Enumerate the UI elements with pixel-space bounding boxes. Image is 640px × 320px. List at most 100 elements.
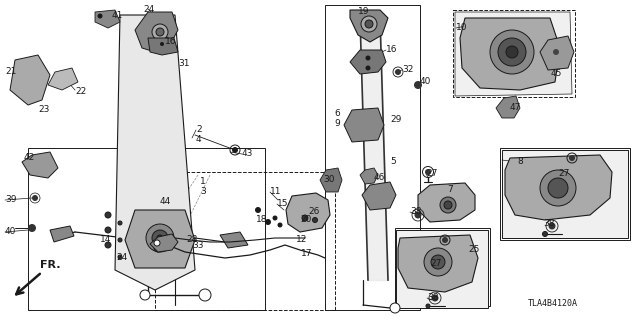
Circle shape bbox=[365, 55, 371, 60]
Circle shape bbox=[435, 259, 441, 265]
Text: 43: 43 bbox=[242, 149, 253, 158]
Circle shape bbox=[569, 155, 575, 161]
Text: 24: 24 bbox=[116, 252, 127, 261]
Text: 38: 38 bbox=[410, 207, 422, 217]
Polygon shape bbox=[398, 235, 478, 292]
Circle shape bbox=[154, 244, 162, 252]
Text: 3: 3 bbox=[200, 188, 205, 196]
Circle shape bbox=[365, 20, 373, 28]
Text: 12: 12 bbox=[296, 236, 307, 244]
Text: 27: 27 bbox=[558, 170, 570, 179]
Circle shape bbox=[431, 294, 438, 301]
Circle shape bbox=[498, 38, 526, 66]
Text: 9: 9 bbox=[334, 119, 340, 129]
Circle shape bbox=[426, 304, 430, 308]
Text: 2: 2 bbox=[196, 125, 202, 134]
Polygon shape bbox=[350, 50, 386, 74]
Circle shape bbox=[425, 169, 431, 175]
Text: 17: 17 bbox=[301, 250, 312, 259]
Circle shape bbox=[105, 227, 111, 233]
Text: 47: 47 bbox=[510, 102, 522, 111]
Text: 16: 16 bbox=[165, 37, 177, 46]
Text: 20: 20 bbox=[300, 215, 312, 225]
Text: 46: 46 bbox=[374, 172, 385, 181]
Circle shape bbox=[553, 49, 559, 55]
Text: 23: 23 bbox=[38, 106, 49, 115]
Circle shape bbox=[431, 255, 445, 269]
Circle shape bbox=[506, 46, 518, 58]
Text: 27: 27 bbox=[430, 260, 442, 268]
Circle shape bbox=[490, 30, 534, 74]
Text: 26: 26 bbox=[308, 207, 319, 217]
Circle shape bbox=[414, 81, 422, 89]
Text: 15: 15 bbox=[277, 199, 289, 209]
Circle shape bbox=[548, 178, 568, 198]
Circle shape bbox=[361, 16, 377, 32]
Circle shape bbox=[97, 13, 102, 19]
Text: 21: 21 bbox=[5, 68, 17, 76]
Bar bbox=[453, 10, 575, 97]
Text: 7: 7 bbox=[447, 186, 452, 195]
Polygon shape bbox=[540, 36, 574, 70]
Text: 39: 39 bbox=[5, 196, 17, 204]
Text: 33: 33 bbox=[192, 241, 204, 250]
Text: 1: 1 bbox=[200, 178, 205, 187]
Bar bbox=[500, 148, 630, 240]
Circle shape bbox=[156, 28, 164, 36]
Circle shape bbox=[32, 195, 38, 201]
Text: 10: 10 bbox=[456, 23, 467, 33]
Circle shape bbox=[395, 69, 401, 75]
Circle shape bbox=[302, 215, 308, 221]
Polygon shape bbox=[148, 38, 178, 55]
Text: 38: 38 bbox=[543, 220, 554, 228]
Circle shape bbox=[232, 147, 238, 153]
Polygon shape bbox=[362, 182, 396, 210]
Bar bbox=[325, 5, 420, 310]
Circle shape bbox=[273, 215, 278, 220]
Text: 31: 31 bbox=[178, 60, 189, 68]
Circle shape bbox=[278, 222, 282, 228]
Bar bbox=[395, 228, 490, 306]
Text: 32: 32 bbox=[402, 66, 413, 75]
Circle shape bbox=[118, 255, 122, 259]
Polygon shape bbox=[505, 155, 612, 220]
Circle shape bbox=[540, 170, 576, 206]
Circle shape bbox=[28, 224, 36, 232]
Polygon shape bbox=[115, 15, 195, 290]
Polygon shape bbox=[50, 226, 74, 242]
Polygon shape bbox=[220, 232, 248, 248]
Circle shape bbox=[105, 242, 111, 248]
Circle shape bbox=[255, 207, 261, 213]
Circle shape bbox=[146, 224, 174, 252]
Polygon shape bbox=[95, 10, 120, 28]
Text: 24: 24 bbox=[143, 4, 154, 13]
Bar bbox=[28, 148, 265, 310]
Circle shape bbox=[548, 222, 556, 229]
Circle shape bbox=[265, 219, 271, 225]
Polygon shape bbox=[286, 193, 330, 232]
Polygon shape bbox=[496, 96, 520, 118]
Polygon shape bbox=[350, 10, 388, 42]
Circle shape bbox=[152, 24, 168, 40]
Text: 4: 4 bbox=[196, 135, 202, 145]
Circle shape bbox=[157, 235, 163, 241]
Polygon shape bbox=[502, 150, 628, 238]
Circle shape bbox=[415, 212, 422, 219]
Circle shape bbox=[140, 290, 150, 300]
Text: 16: 16 bbox=[386, 45, 397, 54]
Circle shape bbox=[442, 237, 448, 243]
Bar bbox=[155, 172, 335, 310]
Text: 42: 42 bbox=[24, 154, 35, 163]
Polygon shape bbox=[150, 234, 178, 252]
Circle shape bbox=[105, 212, 111, 218]
Text: 38: 38 bbox=[427, 293, 438, 302]
Text: 19: 19 bbox=[358, 6, 369, 15]
Text: 6: 6 bbox=[334, 109, 340, 118]
Polygon shape bbox=[22, 152, 58, 178]
Polygon shape bbox=[48, 68, 78, 90]
Text: 29: 29 bbox=[390, 116, 401, 124]
Text: 45: 45 bbox=[551, 69, 563, 78]
Circle shape bbox=[424, 248, 452, 276]
Circle shape bbox=[312, 218, 317, 222]
Text: 14: 14 bbox=[100, 236, 111, 244]
